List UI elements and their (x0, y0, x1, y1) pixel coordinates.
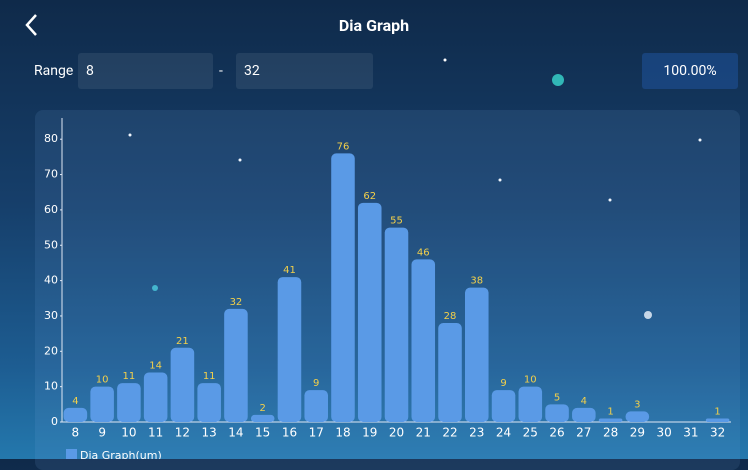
bar (90, 387, 114, 422)
bar (438, 323, 462, 422)
data-label: 38 (470, 276, 483, 287)
y-tick-label: 60 (44, 203, 58, 216)
x-tick-label: 9 (98, 426, 106, 440)
data-label: 10 (96, 375, 109, 386)
data-label: 21 (176, 336, 189, 347)
legend-swatch (66, 449, 77, 459)
bar (304, 390, 328, 422)
data-label: 28 (444, 311, 457, 322)
x-tick-label: 10 (121, 426, 136, 440)
data-label: 41 (283, 265, 296, 276)
y-tick-label: 80 (44, 132, 58, 145)
bar (251, 415, 275, 422)
data-label: 32 (230, 297, 243, 308)
bar (706, 418, 730, 422)
data-label: 14 (149, 361, 162, 372)
bar (64, 408, 88, 422)
data-label: 9 (500, 378, 506, 389)
y-tick-label: 30 (44, 309, 58, 322)
bar (599, 418, 623, 422)
x-tick-label: 16 (282, 426, 297, 440)
data-label: 55 (390, 216, 403, 227)
data-label: 4 (72, 396, 78, 407)
data-label: 1 (714, 406, 720, 417)
y-tick-label: 70 (44, 168, 58, 181)
bar (626, 411, 650, 422)
y-tick-label: 0 (51, 415, 58, 428)
x-tick-label: 32 (710, 426, 725, 440)
x-tick-label: 28 (603, 426, 618, 440)
data-label: 2 (260, 403, 266, 414)
data-label: 11 (203, 371, 216, 382)
x-tick-label: 12 (175, 426, 190, 440)
legend-label: Dia Graph(um) (80, 449, 162, 459)
bar (385, 228, 409, 422)
x-tick-label: 22 (442, 426, 457, 440)
bar (519, 387, 543, 422)
bar (572, 408, 596, 422)
data-label: 1 (607, 406, 613, 417)
bar (492, 390, 516, 422)
x-tick-label: 17 (309, 426, 324, 440)
data-label: 4 (581, 396, 587, 407)
x-tick-label: 21 (416, 426, 431, 440)
data-label: 11 (123, 371, 136, 382)
data-label: 46 (417, 247, 430, 258)
bar (545, 404, 569, 422)
bar (224, 309, 248, 422)
x-tick-label: 26 (549, 426, 564, 440)
bar (411, 259, 435, 422)
bar (278, 277, 302, 422)
x-tick-label: 23 (469, 426, 484, 440)
y-tick-label: 50 (44, 238, 58, 251)
data-label: 76 (337, 141, 350, 152)
y-tick-label: 40 (44, 274, 58, 287)
bar (358, 203, 382, 422)
x-tick-label: 25 (523, 426, 538, 440)
chart: 0102030405060708084910101111141221131114… (0, 0, 748, 459)
data-label: 5 (554, 392, 560, 403)
screen: Dia Graph Range 8 - 32 100.00% 010203040… (0, 0, 748, 459)
bar (144, 373, 168, 422)
data-label: 9 (313, 378, 319, 389)
x-tick-label: 19 (362, 426, 377, 440)
bar (171, 348, 195, 422)
data-label: 10 (524, 375, 537, 386)
x-tick-label: 24 (496, 426, 511, 440)
bar (197, 383, 221, 422)
bar (331, 153, 355, 422)
x-tick-label: 13 (202, 426, 217, 440)
y-tick-label: 20 (44, 344, 58, 357)
x-tick-label: 11 (148, 426, 163, 440)
x-tick-label: 31 (683, 426, 698, 440)
x-tick-label: 20 (389, 426, 404, 440)
x-tick-label: 18 (335, 426, 350, 440)
x-tick-label: 8 (72, 426, 80, 440)
x-tick-label: 15 (255, 426, 270, 440)
x-tick-label: 14 (228, 426, 243, 440)
bar (465, 288, 489, 422)
y-tick-label: 10 (44, 380, 58, 393)
data-label: 3 (634, 399, 640, 410)
x-tick-label: 27 (576, 426, 591, 440)
bar (117, 383, 141, 422)
x-tick-label: 30 (656, 426, 671, 440)
x-tick-label: 29 (630, 426, 645, 440)
data-label: 62 (363, 191, 376, 202)
